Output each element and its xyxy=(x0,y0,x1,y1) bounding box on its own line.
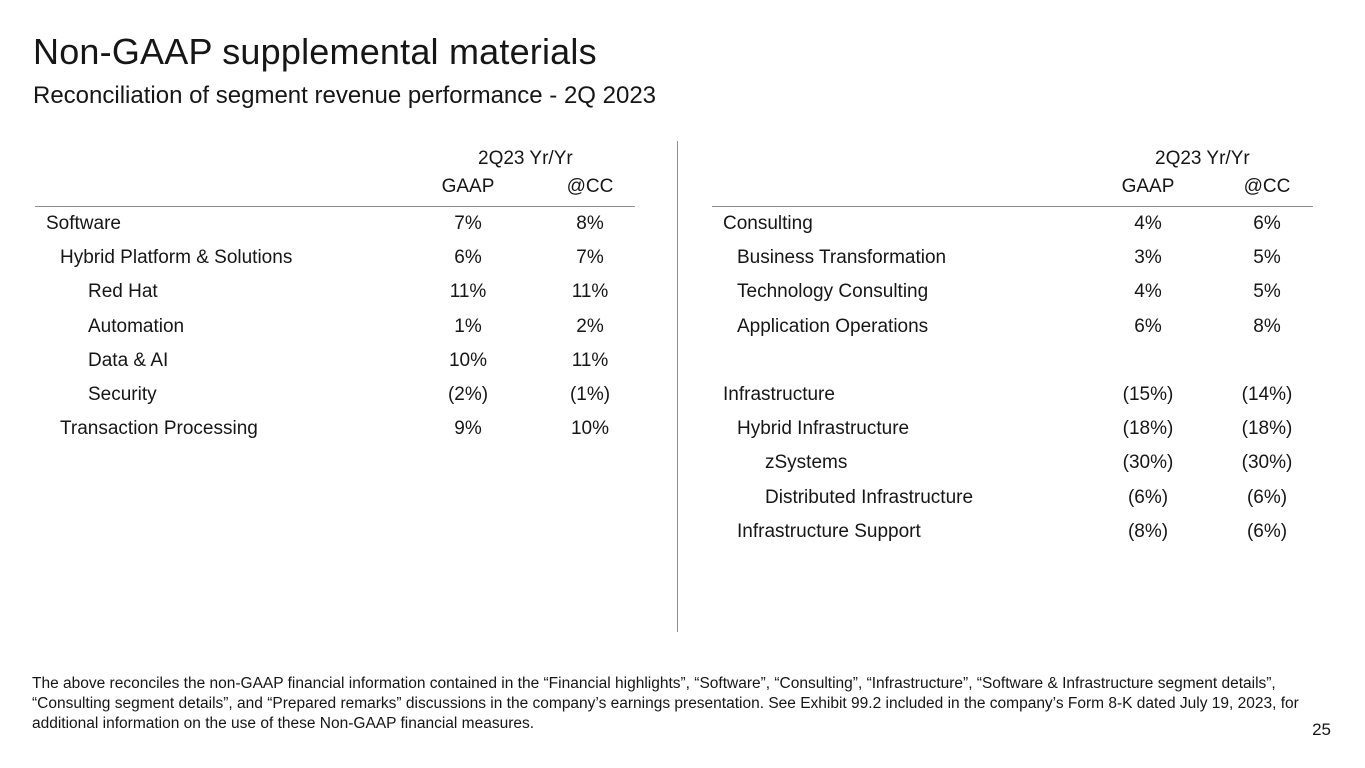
cc-value: 7% xyxy=(576,247,604,269)
software-table: 2Q23 Yr/Yr GAAP @CC Software 7% 8% Hybrid P… xyxy=(35,145,635,446)
row-label: zSystems xyxy=(765,452,848,474)
period-header: 2Q23 Yr/Yr xyxy=(478,148,573,169)
row-label: Hybrid Infrastructure xyxy=(737,418,910,440)
page-title: Non-GAAP supplemental materials xyxy=(33,31,597,72)
gaap-column-header: GAAP xyxy=(1121,176,1175,197)
gaap-value: (30%) xyxy=(1122,452,1174,474)
table-period-header-row: 2Q23 Yr/Yr xyxy=(35,145,635,175)
table-row: Application Operations 6% 8% xyxy=(712,310,1313,344)
gaap-value: 4% xyxy=(1134,213,1162,234)
row-label: Software xyxy=(46,213,121,234)
table-column-headers: GAAP @CC xyxy=(35,175,635,207)
table-row: Transaction Processing 9% 10% xyxy=(35,412,635,446)
page-subtitle: Reconciliation of segment revenue perfor… xyxy=(33,82,657,109)
row-label: Infrastructure Support xyxy=(737,520,921,542)
gaap-column-header: GAAP xyxy=(441,176,495,197)
row-label: Infrastructure xyxy=(723,383,835,405)
table-row: Hybrid Infrastructure (18%) (18%) xyxy=(712,412,1313,446)
row-label: Technology Consulting xyxy=(737,281,929,303)
gaap-value: (6%) xyxy=(1127,486,1169,508)
vertical-divider xyxy=(677,141,678,632)
table-row: Data & AI 10% 11% xyxy=(35,344,635,378)
table-row: zSystems (30%) (30%) xyxy=(712,446,1313,480)
table-row: Technology Consulting 4% 5% xyxy=(712,275,1313,309)
gaap-value: 3% xyxy=(1134,247,1162,269)
cc-value: (18%) xyxy=(1241,418,1293,440)
table-row: Hybrid Platform & Solutions 6% 7% xyxy=(35,241,635,275)
gaap-value: 4% xyxy=(1134,281,1162,303)
cc-value: 10% xyxy=(570,418,610,440)
table-row: Business Transformation 3% 5% xyxy=(712,241,1313,275)
row-label: Security xyxy=(88,383,157,405)
table-body: Consulting 4% 6% Business Transformation 3% 5… xyxy=(712,207,1313,549)
cc-column-header: @CC xyxy=(566,176,614,197)
cc-value: 11% xyxy=(571,281,609,303)
gaap-value: (18%) xyxy=(1122,418,1174,440)
table-row: Automation 1% 2% xyxy=(35,310,635,344)
cc-value: 5% xyxy=(1253,281,1281,303)
cc-value: 2% xyxy=(576,315,604,337)
table-row: Infrastructure (15%) (14%) xyxy=(712,378,1313,412)
gaap-value: (15%) xyxy=(1122,383,1174,405)
row-label: Transaction Processing xyxy=(60,418,258,440)
row-label: Consulting xyxy=(723,213,813,234)
table-column-headers: GAAP @CC xyxy=(712,175,1313,207)
table-row: Infrastructure Support (8%) (6%) xyxy=(712,515,1313,549)
row-label: Business Transformation xyxy=(737,247,947,269)
table-period-header-row: 2Q23 Yr/Yr xyxy=(712,145,1313,175)
page-number: 25 xyxy=(1312,720,1331,739)
gaap-value: 6% xyxy=(1134,315,1162,337)
row-label: Data & AI xyxy=(88,349,169,371)
row-label: Hybrid Platform & Solutions xyxy=(60,247,293,269)
cc-value: 8% xyxy=(1253,315,1281,337)
gaap-value: (2%) xyxy=(447,383,489,405)
gaap-value: 11% xyxy=(449,281,487,303)
cc-column-header: @CC xyxy=(1243,176,1291,197)
consulting-infrastructure-table: 2Q23 Yr/Yr GAAP @CC Consulting 4% 6% Busine… xyxy=(712,145,1313,549)
cc-value: 6% xyxy=(1253,213,1281,234)
table-row: Distributed Infrastructure (6%) (6%) xyxy=(712,481,1313,515)
gaap-value: 7% xyxy=(454,213,482,234)
cc-value: 11% xyxy=(571,349,609,371)
period-header: 2Q23 Yr/Yr xyxy=(1155,148,1250,169)
table-row xyxy=(712,344,1313,378)
cc-value: (6%) xyxy=(1246,486,1288,508)
row-label: Application Operations xyxy=(737,315,929,337)
gaap-value: 6% xyxy=(454,247,482,269)
table-row: Red Hat 11% 11% xyxy=(35,275,635,309)
table-row: Security (2%) (1%) xyxy=(35,378,635,412)
table-row: Consulting 4% 6% xyxy=(712,207,1313,241)
cc-value: (6%) xyxy=(1246,520,1288,542)
cc-value: 8% xyxy=(576,213,604,234)
footnote: The above reconciles the non-GAAP financ… xyxy=(32,675,1299,732)
gaap-value: (8%) xyxy=(1127,520,1169,542)
cc-value: (14%) xyxy=(1241,383,1293,405)
table-row: Software 7% 8% xyxy=(35,207,635,241)
row-label: Red Hat xyxy=(88,281,158,303)
table-body: Software 7% 8% Hybrid Platform & Solutions 6… xyxy=(35,207,635,446)
cc-value: 5% xyxy=(1253,247,1281,269)
gaap-value: 10% xyxy=(448,349,488,371)
gaap-value: 1% xyxy=(454,315,482,337)
gaap-value: 9% xyxy=(454,418,482,440)
row-label: Automation xyxy=(88,315,185,337)
row-label: Distributed Infrastructure xyxy=(765,486,974,508)
cc-value: (1%) xyxy=(569,383,611,405)
cc-value: (30%) xyxy=(1241,452,1293,474)
